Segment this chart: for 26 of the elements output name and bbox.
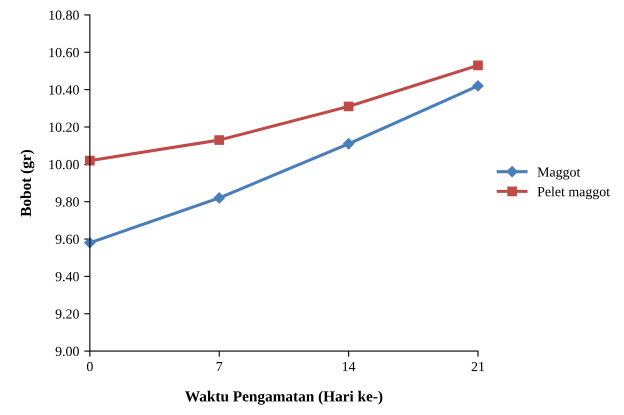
y-tick-label: 9.40 [56,272,79,282]
point [473,60,483,70]
point [214,135,224,145]
y-tick-label: 9.00 [56,346,79,356]
legend-label: Pelet maggot [538,186,610,200]
y-tick-label: 9.60 [56,234,79,244]
point [343,138,354,150]
y-axis-title: Bobot (gr) [20,150,34,216]
point [472,80,484,92]
point [84,156,95,166]
y-tick-label: 9.80 [56,197,79,207]
x-axis-title: Waktu Pengamatan (Hari ke-) [185,390,382,405]
legend-label: Maggot [538,167,580,180]
x-tick-label: 21 [472,362,484,372]
y-tick-label: 10.00 [49,160,79,170]
x-tick-label: 0 [86,362,93,372]
x-tick-label: 14 [342,362,356,372]
point [84,237,96,248]
point [214,192,225,204]
y-tick-label: 10.60 [49,48,79,58]
y-tick-label: 10.40 [49,85,79,95]
y-tick-label: 10.20 [49,122,79,132]
x-tick-label: 7 [216,362,222,372]
y-tick-label: 10.80 [49,10,79,20]
point [344,102,354,112]
y-tick-label: 9.20 [56,309,79,319]
